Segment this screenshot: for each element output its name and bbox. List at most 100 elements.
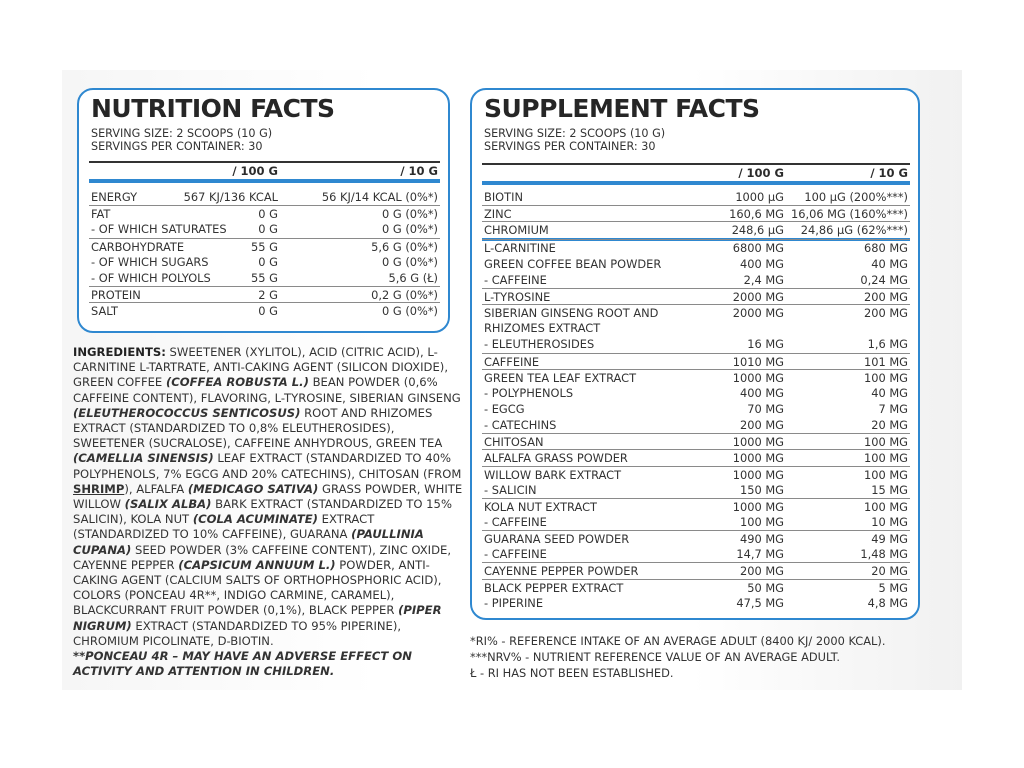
supplement-row: CHROMIUM 248,6 µG 24,86 µG (62%***)	[482, 221, 910, 242]
supplement-value-10g: 680 MG	[863, 241, 908, 256]
supplement-value-100g: 50 MG	[747, 580, 784, 595]
nutrition-row: FAT 0 G 0 G (0%*)	[89, 205, 440, 222]
nutrient-value-10g: 0 G (0%*)	[382, 222, 438, 237]
footnote-ri: *RI% - REFERENCE INTAKE OF AN AVERAGE AD…	[470, 634, 886, 648]
nutrient-value-100g: 55 G	[251, 271, 278, 285]
ingredient-latin-name: (CAPSICUM ANNUUM L.)	[178, 557, 336, 572]
supplement-value-100g: 1000 MG	[732, 435, 784, 450]
supplement-ingredient-name: L-CARNITINE	[484, 241, 556, 256]
nutrition-row: PROTEIN 2 G 0,2 G (0%*)	[89, 286, 440, 303]
nutrient-value-100g: 0 G	[258, 254, 278, 269]
ingredients-segment: POWDER, ANTI-CAKING AGENT (CALCIUM SALTS…	[73, 557, 442, 618]
allergen-highlight: SHRIMP	[73, 481, 125, 496]
supplement-value-100g: 14,7 MG	[736, 547, 784, 562]
nutrition-row: ENERGY 567 KJ/136 KCAL 56 KJ/14 KCAL (0%*)	[89, 189, 440, 205]
ingredients-segment: EXTRACT (STANDARDIZED TO 95% PIPERINE), …	[73, 618, 402, 648]
supplement-row: - PIPERINE 47,5 MG 4,8 MG	[482, 595, 910, 611]
nutrient-value-10g: 5,6 G (Ł)	[388, 271, 438, 285]
supplement-value-10g: 16,06 MG (160%***)	[790, 207, 908, 222]
supplement-value-100g: 400 MG	[739, 385, 784, 400]
supplement-row: - CAFFEINE 100 MG 10 MG	[482, 514, 910, 530]
nutrient-value-100g: 2 G	[258, 288, 278, 303]
supplement-value-10g: 200 MG	[863, 306, 908, 321]
ingredients-segment: GRASS POWDER, WHITE WILLOW	[73, 481, 463, 512]
supplement-value-10g: 1,6 MG	[867, 337, 908, 352]
nutrition-col-10g: / 10 G	[400, 164, 438, 178]
nutrient-value-10g: 0,2 G (0%*)	[371, 288, 438, 303]
supplement-row: CHITOSAN 1000 MG 100 MG	[482, 433, 910, 450]
supplement-value-10g: 20 MG	[871, 418, 908, 433]
nutrient-value-10g: 56 KJ/14 KCAL (0%*)	[321, 190, 438, 204]
nutrition-row: SALT 0 G 0 G (0%*)	[89, 302, 440, 319]
supplement-ingredient-name: BLACK PEPPER EXTRACT	[484, 580, 624, 595]
ingredients-segment: ROOT AND RHIZOMES EXTRACT (STANDARDIZED …	[73, 405, 443, 451]
supplement-ingredient-name: - PIPERINE	[484, 595, 544, 610]
supplement-value-100g: 1010 MG	[732, 354, 784, 369]
nutrition-serving-size: SERVING SIZE: 2 SCOOPS (10 G)	[91, 127, 273, 140]
supplement-ingredient-name: - CAFFEINE	[484, 272, 547, 287]
supplement-ingredient-name: - CAFFEINE	[484, 515, 547, 529]
supplement-ingredient-name: - ELEUTHEROSIDES	[484, 337, 595, 352]
supplement-value-10g: 1,48 MG	[860, 547, 908, 562]
supplement-row: - POLYPHENOLS 400 MG 40 MG	[482, 385, 910, 401]
ingredients-segment: LEAF EXTRACT (STANDARDIZED TO 40% POLYPH…	[73, 451, 462, 481]
supplement-value-100g: 1000 MG	[732, 370, 784, 385]
nutrition-row: CARBOHYDRATE 55 G 5,6 G (0%*)	[89, 237, 440, 255]
supplement-row: - CAFFEINE 2,4 MG 0,24 MG	[482, 272, 910, 288]
supplement-value-10g: 10 MG	[871, 515, 908, 529]
nutrition-servings-per-container: SERVINGS PER CONTAINER: 30	[91, 140, 263, 153]
supplement-value-100g: 200 MG	[739, 418, 784, 433]
supplement-col-10g: / 10 G	[870, 166, 908, 180]
supplement-row: WILLOW BARK EXTRACT 1000 MG 100 MG	[482, 465, 910, 483]
supplement-row: L-TYROSINE 2000 MG 200 MG	[482, 287, 910, 305]
nutrient-name: FAT	[91, 207, 111, 222]
supplement-serving-size: SERVING SIZE: 2 SCOOPS (10 G)	[484, 127, 666, 140]
supplement-ingredient-name: SIBERIAN GINSENG ROOT AND	[484, 306, 659, 321]
supplement-row: SIBERIAN GINSENG ROOT AND 2000 MG 200 MG	[482, 304, 910, 321]
supplement-ingredient-name: CHROMIUM	[484, 223, 549, 238]
supplement-row: RHIZOMES EXTRACT	[482, 320, 910, 336]
supplement-value-100g: 150 MG	[739, 482, 784, 497]
ingredient-latin-name: (PAULLINIA CUPANA)	[73, 527, 424, 557]
supplement-row: BLACK PEPPER EXTRACT 50 MG 5 MG	[482, 578, 910, 596]
nutrition-title: NUTRITION FACTS	[91, 94, 335, 123]
supplement-value-10g: 4,8 MG	[867, 595, 908, 610]
nutrient-name: PROTEIN	[91, 288, 141, 303]
supplement-value-10g: 5 MG	[878, 580, 908, 595]
ingredients-label: INGREDIENTS:	[73, 345, 166, 359]
supplement-ingredient-name: ALFALFA GRASS POWDER	[484, 451, 628, 466]
supplement-value-100g: 2,4 MG	[743, 272, 784, 287]
supplement-row: KOLA NUT EXTRACT 1000 MG 100 MG	[482, 497, 910, 515]
supplement-row: GREEN COFFEE BEAN POWDER 400 MG 40 MG	[482, 256, 910, 272]
footnote-ri-not-established: Ł - RI HAS NOT BEEN ESTABLISHED.	[470, 666, 674, 680]
nutrient-name: SALT	[91, 304, 118, 319]
supplement-row: ZINC 160,6 MG 16,06 MG (160%***)	[482, 205, 910, 222]
supplement-value-10g: 100 MG	[863, 499, 908, 514]
nutrient-value-100g: 0 G	[258, 222, 278, 237]
supplement-value-100g: 160,6 MG	[729, 207, 784, 222]
nutrition-col-100g: / 100 G	[232, 164, 278, 178]
supplement-ingredient-name: - EGCG	[484, 401, 525, 416]
ingredient-latin-name: (ELEUTHEROCOCCUS SENTICOSUS)	[73, 405, 301, 420]
supplement-ingredient-name: - SALICIN	[484, 482, 537, 497]
supplement-row: - CATECHINS 200 MG 20 MG	[482, 417, 910, 433]
supplement-ingredient-name: CAFFEINE	[484, 354, 540, 369]
nutrient-value-100g: 0 G	[258, 304, 278, 319]
supplement-value-100g: 1000 MG	[732, 499, 784, 514]
nutrient-value-10g: 0 G (0%*)	[382, 254, 438, 269]
ingredient-latin-name: (COLA ACUMINATE)	[192, 512, 318, 527]
supplement-servings-per-container: SERVINGS PER CONTAINER: 30	[484, 140, 656, 153]
ingredient-latin-name: (CAMELLIA SINENSIS)	[73, 451, 214, 466]
ingredient-latin-name: (MEDICAGO SATIVA)	[187, 481, 319, 496]
supplement-row: GREEN TEA LEAF EXTRACT 1000 MG 100 MG	[482, 368, 910, 386]
supplement-value-10g: 100 MG	[863, 370, 908, 385]
supplement-value-100g: 1000 µG	[735, 190, 784, 204]
supplement-title: SUPPLEMENT FACTS	[484, 94, 760, 123]
ingredients-segment: BARK EXTRACT (STANDARDIZED TO 15% SALICI…	[73, 497, 452, 527]
nutrient-name: - OF WHICH SUGARS	[91, 254, 209, 269]
nutrient-value-100g: 0 G	[258, 207, 278, 222]
supplement-ingredient-name: CAYENNE PEPPER POWDER	[484, 564, 639, 579]
supplement-row: GUARANA SEED POWDER 490 MG 49 MG	[482, 530, 910, 547]
nutrient-value-100g: 55 G	[251, 239, 278, 254]
supplement-value-100g: 47,5 MG	[736, 595, 784, 610]
